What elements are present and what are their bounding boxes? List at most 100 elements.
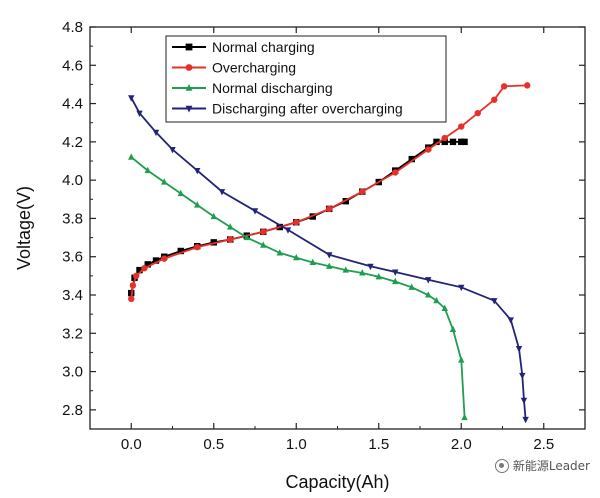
legend-label: Overcharging [212, 60, 296, 76]
legend-label: Discharging after overcharging [212, 101, 403, 117]
data-point [243, 233, 250, 241]
data-point [133, 272, 140, 280]
series-normal-charging [128, 138, 468, 297]
data-point [515, 346, 523, 353]
data-point [449, 138, 457, 146]
data-point [185, 43, 193, 51]
y-tick-label: 4.2 [62, 134, 83, 151]
data-point [128, 95, 135, 102]
data-point [144, 166, 151, 174]
data-point [326, 252, 333, 259]
data-point [185, 105, 193, 113]
data-point [507, 317, 514, 324]
data-point [210, 239, 217, 246]
legend-label: Normal discharging [212, 80, 333, 96]
data-point [326, 262, 333, 269]
y-tick-label: 3.2 [62, 325, 83, 342]
data-point [227, 236, 234, 243]
data-point [177, 189, 184, 197]
data-point [177, 247, 184, 255]
data-point [128, 295, 135, 303]
data-point [524, 82, 531, 89]
data-point [367, 263, 374, 271]
series-line [130, 140, 465, 294]
x-tick-label: 2.0 [451, 436, 472, 453]
data-point [474, 109, 481, 117]
series-normal-discharging [128, 153, 468, 421]
data-point [375, 273, 382, 280]
data-point [519, 372, 526, 380]
data-point [461, 413, 468, 421]
y-axis: 2.8 3.0 3.2 3.4 3.6 3.8 4.0 4.2 4.4 4.6 4.8 [62, 19, 585, 430]
x-tick-label: 0.5 [203, 436, 224, 453]
data-point [491, 298, 498, 305]
data-point [425, 146, 432, 153]
watermark: 新能源Leader [494, 457, 590, 474]
legend: Normal charging Overcharging Normal discha… [165, 35, 447, 123]
data-point [520, 397, 528, 405]
y-tick-label: 2.8 [62, 402, 83, 419]
data-point [433, 296, 440, 304]
data-point [293, 219, 300, 226]
data-point [185, 64, 193, 71]
x-tick-label: 1.0 [286, 436, 307, 453]
y-tick-label: 4.8 [62, 19, 83, 36]
x-axis: 0.0 0.5 1.0 1.5 2.0 2.5 [89, 27, 586, 453]
data-point [458, 123, 465, 130]
series-line [130, 97, 527, 420]
data-point [276, 249, 283, 256]
data-point [449, 325, 457, 333]
data-point [141, 265, 148, 272]
data-point [359, 188, 366, 195]
data-point [129, 282, 137, 289]
legend-entry: Overcharging [172, 60, 296, 76]
data-point [441, 138, 448, 146]
data-point [458, 356, 465, 363]
y-axis-title: Voltage(V) [14, 186, 34, 270]
data-point [522, 416, 529, 424]
legend-label: Normal charging [212, 39, 315, 55]
data-point [392, 169, 399, 176]
y-tick-label: 4.4 [62, 96, 83, 113]
watermark-text: 新能源Leader [512, 459, 590, 473]
data-point [284, 227, 292, 234]
data-point [185, 84, 193, 91]
data-point [194, 201, 201, 208]
legend-entry: Discharging after overcharging [172, 101, 403, 117]
data-point [342, 266, 349, 273]
data-point [251, 208, 259, 215]
data-point [458, 284, 465, 292]
data-point [293, 253, 300, 261]
series-layer [128, 82, 531, 424]
data-point [441, 134, 448, 142]
series-discharging-after-overcharging [128, 95, 529, 424]
data-point [425, 277, 432, 284]
data-point [408, 283, 415, 290]
y-tick-label: 3.8 [62, 210, 83, 227]
data-point [136, 110, 143, 117]
data-point [458, 138, 465, 146]
data-point [260, 241, 267, 248]
wechat-icon [494, 458, 509, 473]
data-point [359, 269, 366, 276]
x-tick-label: 1.5 [368, 436, 389, 453]
data-point [392, 277, 399, 285]
x-axis-title: Capacity(Ah) [285, 472, 389, 492]
y-tick-label: 3.4 [62, 287, 83, 304]
x-tick-label: 2.5 [533, 436, 554, 453]
data-point [128, 153, 135, 160]
legend-entry: Normal discharging [172, 80, 333, 96]
data-point [392, 269, 399, 276]
data-point [461, 138, 468, 146]
data-point [227, 223, 234, 230]
data-point [161, 178, 168, 185]
series-line [130, 156, 466, 418]
data-point [169, 146, 176, 154]
data-point [152, 257, 160, 264]
data-point [194, 168, 201, 175]
y-tick-label: 4.0 [62, 172, 83, 189]
y-tick-label: 4.6 [62, 57, 83, 74]
data-point [136, 266, 143, 274]
data-point [500, 83, 508, 90]
data-point [441, 304, 448, 311]
